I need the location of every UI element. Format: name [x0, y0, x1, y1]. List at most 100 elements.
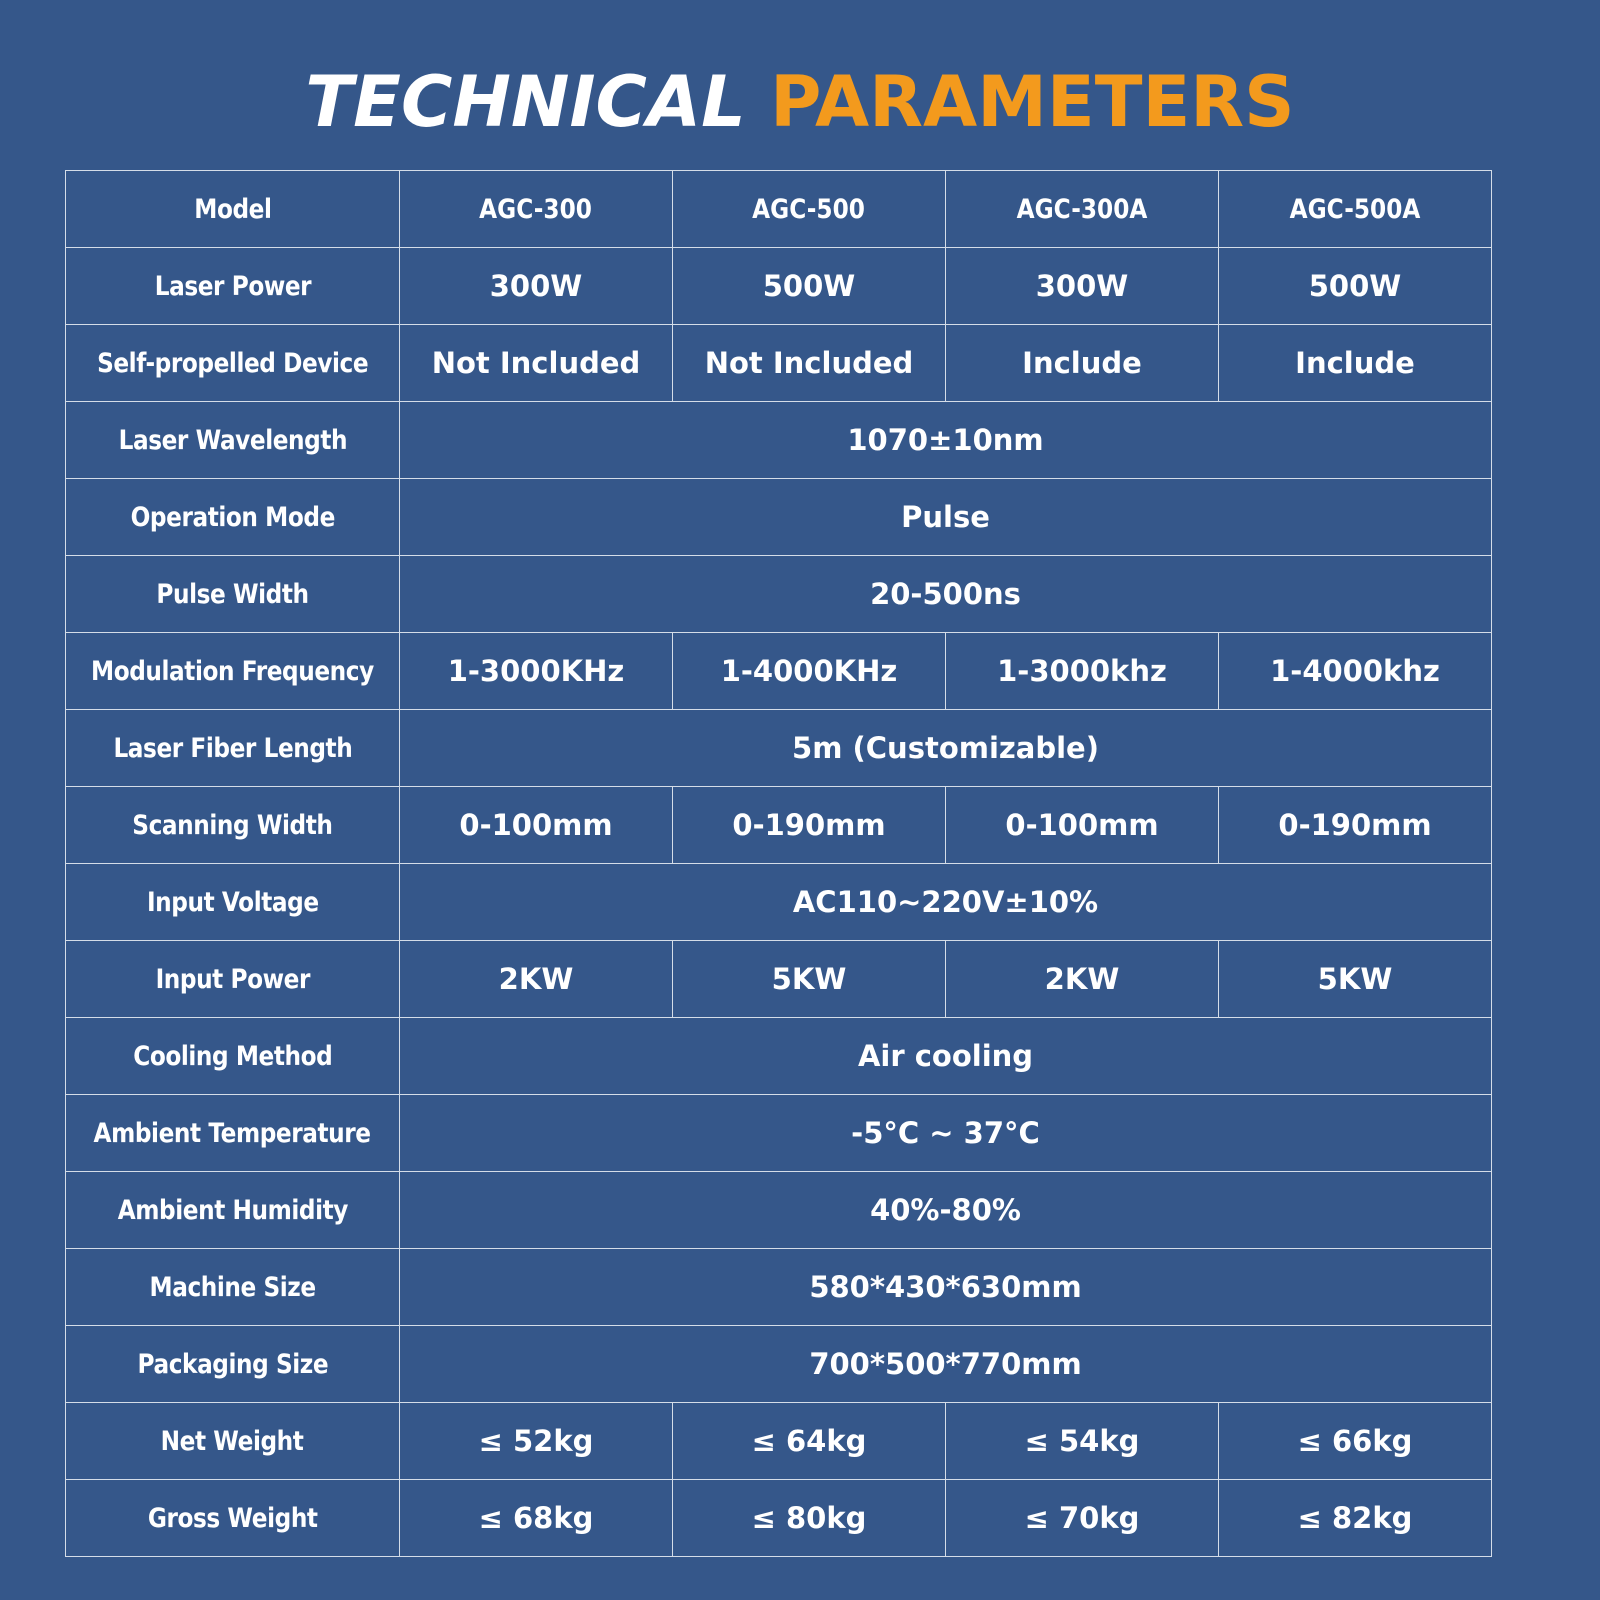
row-label-cell: Pulse Width	[65, 555, 400, 633]
value-cell: 300W	[945, 247, 1219, 325]
value-cell: ≤ 54kg	[945, 1402, 1219, 1480]
cell-value: ≤ 68kg	[478, 1501, 594, 1535]
value-cell: Include	[1218, 324, 1492, 402]
cell-value: AGC-500	[752, 193, 866, 225]
row-label-cell: Cooling Method	[65, 1017, 400, 1095]
cell-value: ≤ 66kg	[1297, 1424, 1413, 1458]
row-label-cell: Input Power	[65, 940, 400, 1018]
table-row: Gross Weight ≤ 68kg ≤ 80kg ≤ 70kg ≤ 82kg	[65, 1479, 1492, 1557]
cell-value: 40%-80%	[870, 1193, 1021, 1227]
cell-value: Pulse	[901, 500, 990, 534]
value-cell: ≤ 66kg	[1218, 1402, 1492, 1480]
value-cell: 0-190mm	[1218, 786, 1492, 864]
table-row: Input Power 2KW 5KW 2KW 5KW	[65, 940, 1492, 1018]
cell-value: 0-100mm	[1005, 808, 1159, 842]
value-cell: -5°C ~ 37°C	[399, 1094, 1492, 1172]
cell-value: 300W	[1035, 269, 1129, 303]
value-cell: 5KW	[1218, 940, 1492, 1018]
cell-value: Include	[1295, 346, 1415, 380]
cell-value: 0-190mm	[1278, 808, 1432, 842]
cell-value: AGC-300	[479, 193, 593, 225]
value-cell: 500W	[672, 247, 946, 325]
row-label: Cooling Method	[132, 1040, 333, 1072]
cell-value: 5KW	[1317, 962, 1393, 996]
row-label-cell: Model	[65, 170, 400, 248]
cell-value: 0-100mm	[459, 808, 613, 842]
table-row: Packaging Size 700*500*770mm	[65, 1325, 1492, 1403]
technical-parameters-table: Model AGC-300 AGC-500 AGC-300A AGC-500A Laser…	[65, 170, 1492, 1557]
cell-value: 500W	[1308, 269, 1402, 303]
cell-value: AC110~220V±10%	[792, 885, 1099, 919]
row-label: Self-propelled Device	[96, 347, 369, 379]
value-cell: 0-100mm	[399, 786, 673, 864]
row-label-cell: Ambient Temperature	[65, 1094, 400, 1172]
cell-value: 1-3000KHz	[447, 654, 625, 688]
value-cell: 2KW	[945, 940, 1219, 1018]
table-row: Input Voltage AC110~220V±10%	[65, 863, 1492, 941]
value-cell: 1-3000khz	[945, 632, 1219, 710]
table-row: Laser Power 300W 500W 300W 500W	[65, 247, 1492, 325]
table-row: Self-propelled Device Not Included Not Inc…	[65, 324, 1492, 402]
cell-value: AGC-300A	[1016, 193, 1148, 225]
value-cell: 580*430*630mm	[399, 1248, 1492, 1326]
row-label: Laser Fiber Length	[113, 732, 352, 764]
cell-value: ≤ 70kg	[1024, 1501, 1140, 1535]
cell-value: 1070±10nm	[847, 423, 1044, 457]
value-cell: Pulse	[399, 478, 1492, 556]
value-cell: 1-4000KHz	[672, 632, 946, 710]
cell-value: 1-3000khz	[997, 654, 1167, 688]
row-label: Pulse Width	[156, 578, 309, 610]
value-cell: 0-100mm	[945, 786, 1219, 864]
value-cell: 40%-80%	[399, 1171, 1492, 1249]
value-cell: ≤ 80kg	[672, 1479, 946, 1557]
row-label: Laser Wavelength	[118, 424, 347, 456]
value-cell: 1070±10nm	[399, 401, 1492, 479]
value-cell: ≤ 82kg	[1218, 1479, 1492, 1557]
cell-value: 2KW	[498, 962, 574, 996]
table-row: Ambient Temperature -5°C ~ 37°C	[65, 1094, 1492, 1172]
cell-value: Air cooling	[857, 1039, 1034, 1073]
cell-value: 5KW	[771, 962, 847, 996]
cell-value: Not Included	[704, 346, 914, 380]
table-row: Laser Wavelength 1070±10nm	[65, 401, 1492, 479]
row-label: Packaging Size	[137, 1348, 328, 1380]
row-label: Ambient Humidity	[117, 1194, 348, 1226]
value-cell: ≤ 52kg	[399, 1402, 673, 1480]
row-label-cell: Machine Size	[65, 1248, 400, 1326]
table-row: Pulse Width 20-500ns	[65, 555, 1492, 633]
value-cell: 1-3000KHz	[399, 632, 673, 710]
row-label-cell: Laser Power	[65, 247, 400, 325]
table-row: Laser Fiber Length 5m (Customizable)	[65, 709, 1492, 787]
table-row: Cooling Method Air cooling	[65, 1017, 1492, 1095]
value-cell: Not Included	[399, 324, 673, 402]
cell-value: AGC-500A	[1289, 193, 1421, 225]
table-row: Net Weight ≤ 52kg ≤ 64kg ≤ 54kg ≤ 66kg	[65, 1402, 1492, 1480]
row-label-cell: Input Voltage	[65, 863, 400, 941]
cell-value: 1-4000KHz	[720, 654, 898, 688]
title-part-parameters: PARAMETERS	[770, 61, 1295, 143]
row-label-cell: Laser Fiber Length	[65, 709, 400, 787]
row-label-cell: Gross Weight	[65, 1479, 400, 1557]
row-label-cell: Ambient Humidity	[65, 1171, 400, 1249]
row-label: Scanning Width	[132, 809, 333, 841]
value-cell: 2KW	[399, 940, 673, 1018]
table-row: Operation Mode Pulse	[65, 478, 1492, 556]
value-cell: AGC-300A	[945, 170, 1219, 248]
row-label: Modulation Frequency	[91, 655, 374, 687]
row-label: Ambient Temperature	[93, 1117, 372, 1149]
row-label: Net Weight	[161, 1425, 304, 1457]
value-cell: 500W	[1218, 247, 1492, 325]
value-cell: 300W	[399, 247, 673, 325]
value-cell: 20-500ns	[399, 555, 1492, 633]
value-cell: Include	[945, 324, 1219, 402]
cell-value: 700*500*770mm	[809, 1347, 1082, 1381]
value-cell: AGC-300	[399, 170, 673, 248]
cell-value: 580*430*630mm	[809, 1270, 1082, 1304]
row-label: Input Voltage	[146, 886, 319, 918]
cell-value: 1-4000khz	[1270, 654, 1440, 688]
cell-value: 2KW	[1044, 962, 1120, 996]
value-cell: 700*500*770mm	[399, 1325, 1492, 1403]
row-label-cell: Packaging Size	[65, 1325, 400, 1403]
value-cell: 1-4000khz	[1218, 632, 1492, 710]
table-row: Machine Size 580*430*630mm	[65, 1248, 1492, 1326]
